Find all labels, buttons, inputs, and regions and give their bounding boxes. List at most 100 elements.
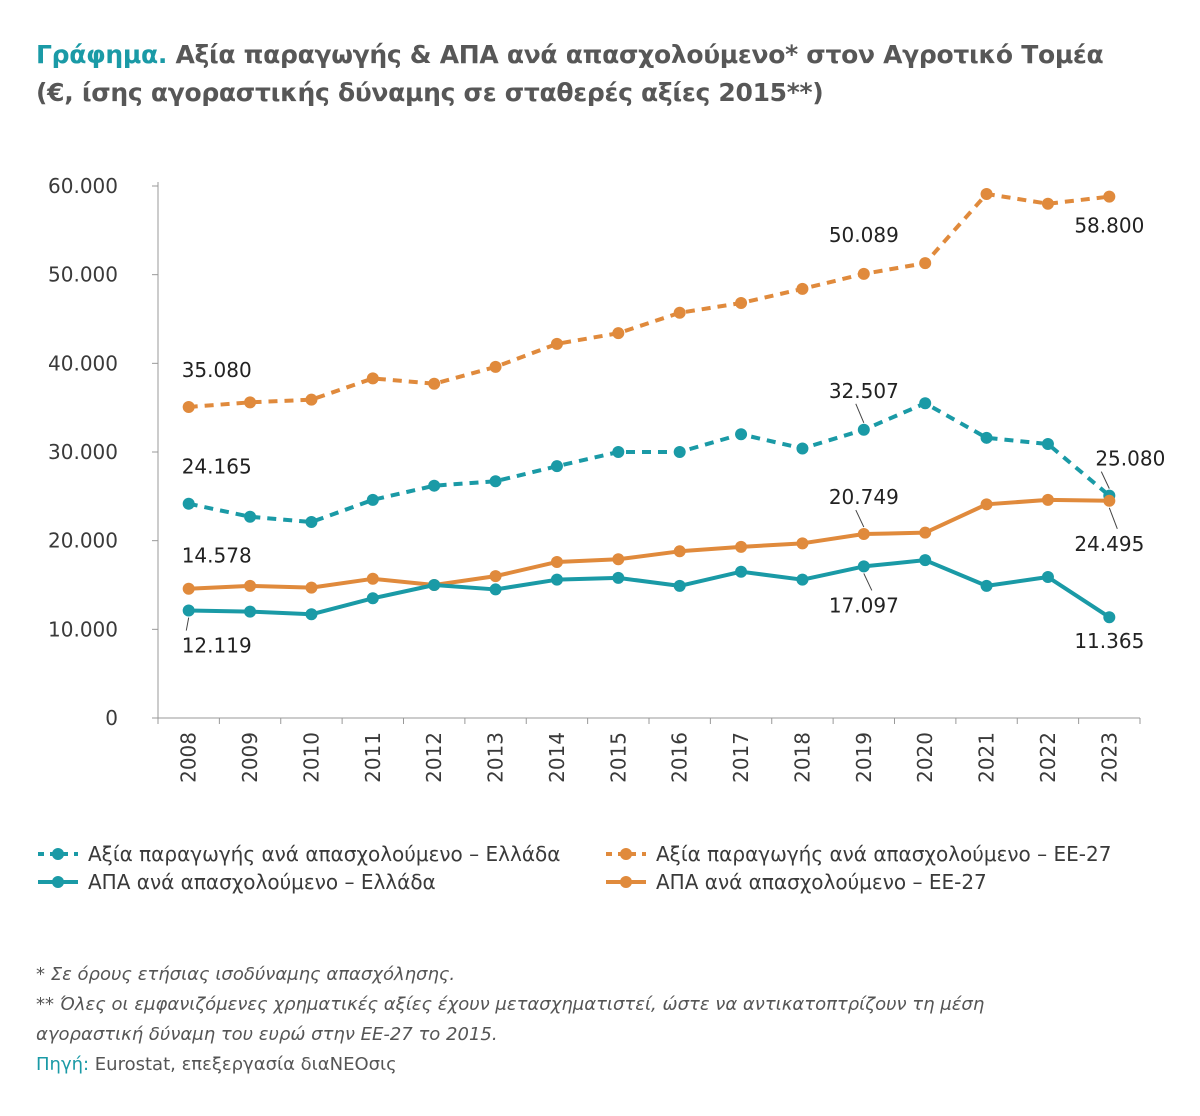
data-point: [182, 497, 195, 510]
data-point: [489, 475, 502, 488]
data-point: [612, 446, 625, 458]
data-label: 20.749: [829, 485, 899, 509]
data-point: [980, 187, 993, 200]
data-point: [980, 431, 993, 444]
data-point: [428, 377, 441, 390]
series-line: [188, 497, 1110, 591]
data-point: [980, 579, 993, 592]
data-point: [857, 267, 870, 280]
legend-swatch-icon: [606, 876, 646, 888]
data-point: [366, 372, 379, 385]
data-label: 35.080: [182, 358, 252, 382]
data-point: [1041, 493, 1054, 506]
x-tick-label: 2019: [852, 732, 876, 783]
leader-line: [855, 403, 865, 423]
data-point: [182, 604, 195, 617]
data-point: [550, 573, 563, 586]
y-tick-label: 10.000: [48, 617, 118, 641]
title-line1: Αξία παραγωγής & ΑΠΑ ανά απασχολούμενο* …: [175, 40, 1104, 69]
x-tick-label: 2009: [238, 732, 262, 783]
data-point: [489, 583, 502, 596]
x-tick-label: 2022: [1036, 732, 1060, 783]
y-tick-label: 20.000: [48, 529, 118, 553]
footnote-3: αγοραστική δύναμη του ευρώ στην ΕΕ-27 το…: [36, 1024, 498, 1045]
leader-line: [863, 573, 873, 591]
data-point: [735, 565, 748, 578]
y-tick-label: 50.000: [48, 263, 118, 287]
data-label: 32.507: [829, 379, 899, 403]
data-point: [182, 400, 195, 413]
data-point: [919, 397, 932, 410]
data-point: [244, 605, 257, 618]
data-point: [857, 528, 870, 541]
y-tick-label: 30.000: [48, 440, 118, 464]
data-label: 50.089: [829, 223, 899, 247]
data-point: [182, 582, 195, 595]
legend-swatch-icon: [38, 876, 78, 888]
data-label: 24.495: [1074, 532, 1144, 556]
data-point: [612, 553, 625, 566]
data-point: [366, 493, 379, 506]
title-lead: Γράφημα.: [36, 40, 168, 69]
line-chart: 0 10.000 20.000 30.000 40.000 50.000 60.000 200…: [48, 174, 1165, 783]
data-point: [919, 257, 932, 270]
series-line: [188, 191, 1110, 409]
source-text: Eurostat, επεξεργασία διαΝΕΟσις: [89, 1054, 397, 1075]
data-point: [735, 428, 748, 441]
data-point: [550, 460, 563, 473]
data-point: [550, 337, 563, 350]
legend-label: Αξία παραγωγής ανά απασχολούμενο – ΕΕ-27: [656, 842, 1112, 866]
y-tick-label: 60.000: [48, 174, 118, 198]
data-point: [796, 573, 809, 586]
x-tick-label: 2014: [545, 732, 569, 783]
legend-item: Αξία παραγωγής ανά απασχολούμενο – Ελλάδ…: [36, 840, 560, 868]
data-label: 12.119: [182, 634, 252, 658]
data-point: [735, 540, 748, 553]
leader-line: [1108, 507, 1118, 529]
chart-title: Γράφημα. Αξία παραγωγής & ΑΠΑ ανά απασχο…: [36, 36, 1104, 112]
data-point: [550, 555, 563, 568]
x-tick-label: 2013: [484, 732, 508, 783]
data-point: [673, 545, 686, 558]
legend-swatch-icon: [38, 848, 78, 860]
data-point: [735, 297, 748, 310]
y-tick-label: 0: [105, 706, 118, 730]
data-point: [489, 360, 502, 373]
data-point: [366, 592, 379, 605]
x-tick-label: 2018: [790, 732, 814, 783]
data-point: [1041, 571, 1054, 584]
x-tick-label: 2012: [422, 732, 446, 783]
x-tick-label: 2011: [361, 732, 385, 783]
legend-item: ΑΠΑ ανά απασχολούμενο – ΕΕ-27: [604, 868, 987, 896]
legend-item: ΑΠΑ ανά απασχολούμενο – Ελλάδα: [36, 868, 436, 896]
data-point: [673, 446, 686, 458]
data-point: [919, 526, 932, 539]
footnote-2: ** Όλες οι εμφανιζόμενες χρηματικές αξίε…: [36, 994, 985, 1015]
data-point: [796, 442, 809, 455]
data-point: [796, 537, 809, 550]
source: Πηγή: Eurostat, επεξεργασία διαΝΕΟσις: [36, 1050, 984, 1080]
source-label: Πηγή:: [36, 1054, 90, 1075]
data-point: [796, 282, 809, 295]
data-point: [1041, 197, 1054, 210]
legend-label: Αξία παραγωγής ανά απασχολούμενο – Ελλάδ…: [88, 842, 561, 866]
x-tick-label: 2017: [729, 732, 753, 783]
x-tick-label: 2008: [177, 732, 201, 783]
data-label: 14.578: [182, 544, 252, 568]
x-tick-label: 2016: [668, 732, 692, 783]
x-tick-label: 2015: [606, 732, 630, 783]
data-point: [244, 579, 257, 592]
data-point: [1103, 190, 1116, 203]
data-point: [673, 579, 686, 592]
title-line2: (€, ίσης αγοραστικής δύναμης σε σταθερές…: [36, 78, 824, 107]
data-point: [612, 327, 625, 340]
data-point: [857, 423, 870, 436]
data-point: [244, 510, 257, 523]
footnotes: * Σε όρους ετήσιας ισοδύναμης απασχόληση…: [36, 960, 984, 1080]
x-tick-label: 2010: [299, 732, 323, 783]
data-point: [428, 579, 441, 591]
leader-line: [1100, 471, 1110, 489]
data-point: [305, 581, 318, 594]
leader-line: [185, 617, 190, 631]
